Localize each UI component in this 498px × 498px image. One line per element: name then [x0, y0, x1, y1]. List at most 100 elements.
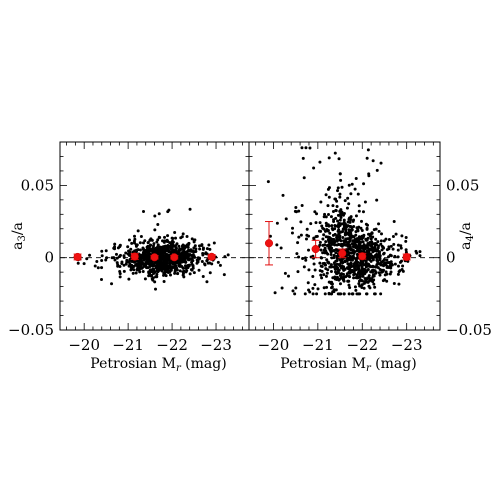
scatter-point [336, 225, 340, 229]
scatter-point [331, 290, 335, 294]
scatter-point [399, 246, 403, 250]
scatter-point [191, 259, 195, 263]
scatter-point [273, 291, 277, 295]
scatter-point [335, 239, 339, 243]
scatter-point [372, 228, 376, 232]
scatter-point [275, 221, 279, 225]
x-axis-label-unit: (mag) [371, 356, 417, 372]
scatter-point [325, 224, 329, 228]
scatter-point [352, 276, 356, 280]
scatter-point [134, 244, 138, 248]
scatter-point [418, 254, 422, 258]
scatter-point [148, 244, 152, 248]
y-axis-label-main: a [458, 242, 474, 250]
scatter-point [339, 178, 343, 182]
scatter-point [143, 277, 147, 281]
scatter-point [300, 146, 304, 150]
scatter-point [152, 250, 156, 254]
scatter-point [347, 228, 351, 232]
scatter-point [335, 254, 339, 258]
scatter-point [341, 261, 345, 265]
scatter-point [218, 263, 222, 267]
scatter-point [335, 271, 339, 275]
scatter-point [347, 230, 351, 234]
scatter-point [370, 240, 374, 244]
scatter-point [155, 272, 159, 276]
scatter-point [318, 160, 322, 164]
scatter-point [348, 244, 352, 248]
scatter-point [293, 209, 297, 213]
scatter-point [359, 219, 363, 223]
scatter-point [140, 266, 144, 270]
scatter-point [175, 266, 179, 270]
scatter-point [326, 260, 330, 264]
scatter-point [387, 247, 391, 251]
binned-mean-point [150, 253, 159, 262]
scatter-point [100, 266, 104, 270]
scatter-point [132, 260, 136, 264]
scatter-point [352, 264, 356, 268]
binned-mean-point [170, 253, 179, 262]
scatter-point [266, 180, 270, 184]
scatter-point [320, 224, 324, 228]
scatter-point [191, 264, 195, 268]
scatter-point [93, 264, 97, 268]
scatter-point [184, 252, 188, 256]
scatter-point [387, 260, 391, 264]
scatter-point [113, 245, 117, 249]
scatter-point [379, 239, 383, 243]
scatter-point [342, 265, 346, 269]
scatter-point [319, 248, 323, 252]
scatter-point [311, 286, 315, 290]
scatter-point [374, 271, 378, 275]
scatter-point [337, 157, 341, 161]
scatter-point [327, 195, 331, 199]
scatter-point [339, 292, 343, 296]
scatter-point [337, 277, 341, 281]
scatter-point [392, 219, 396, 223]
scatter-point [326, 187, 330, 191]
scatter-point [330, 227, 334, 231]
scatter-point [178, 264, 182, 268]
scatter-point [318, 240, 322, 244]
scatter-point [318, 221, 322, 225]
scatter-point [174, 244, 178, 248]
scatter-point [197, 244, 201, 248]
scatter-point [347, 183, 351, 187]
y-tick-label: 0 [44, 249, 54, 267]
scatter-point [325, 271, 329, 275]
scatter-point [404, 248, 408, 252]
scatter-point [149, 274, 153, 278]
scatter-point [127, 277, 131, 281]
binned-mean-point [207, 252, 216, 261]
scatter-point [302, 176, 306, 180]
y-axis-label: a4/a [458, 222, 476, 250]
scatter-point [174, 236, 178, 240]
scatter-point [143, 239, 147, 243]
scatter-point [155, 246, 159, 250]
x-axis-label-unit: (mag) [181, 356, 227, 372]
scatter-point [367, 172, 371, 176]
scatter-point [314, 221, 318, 225]
scatter-point [153, 214, 157, 218]
scatter-point [124, 251, 128, 255]
scatter-point [291, 226, 295, 230]
scatter-point [317, 229, 321, 233]
scatter-point [347, 202, 351, 206]
scatter-point [130, 266, 134, 270]
scatter-point [321, 251, 325, 255]
scatter-point [379, 292, 383, 296]
scatter-point [342, 227, 346, 231]
scatter-point [385, 266, 389, 270]
scatter-point [333, 224, 337, 228]
scatter-point [347, 283, 351, 287]
scatter-point [134, 271, 138, 275]
scatter-point [162, 261, 166, 265]
scatter-point [378, 273, 382, 277]
scatter-point [375, 258, 379, 262]
binned-mean-point [402, 252, 411, 262]
scatter-point [336, 213, 340, 217]
scatter-point [88, 253, 92, 257]
scatter-point [375, 168, 379, 172]
scatter-point [131, 271, 135, 275]
